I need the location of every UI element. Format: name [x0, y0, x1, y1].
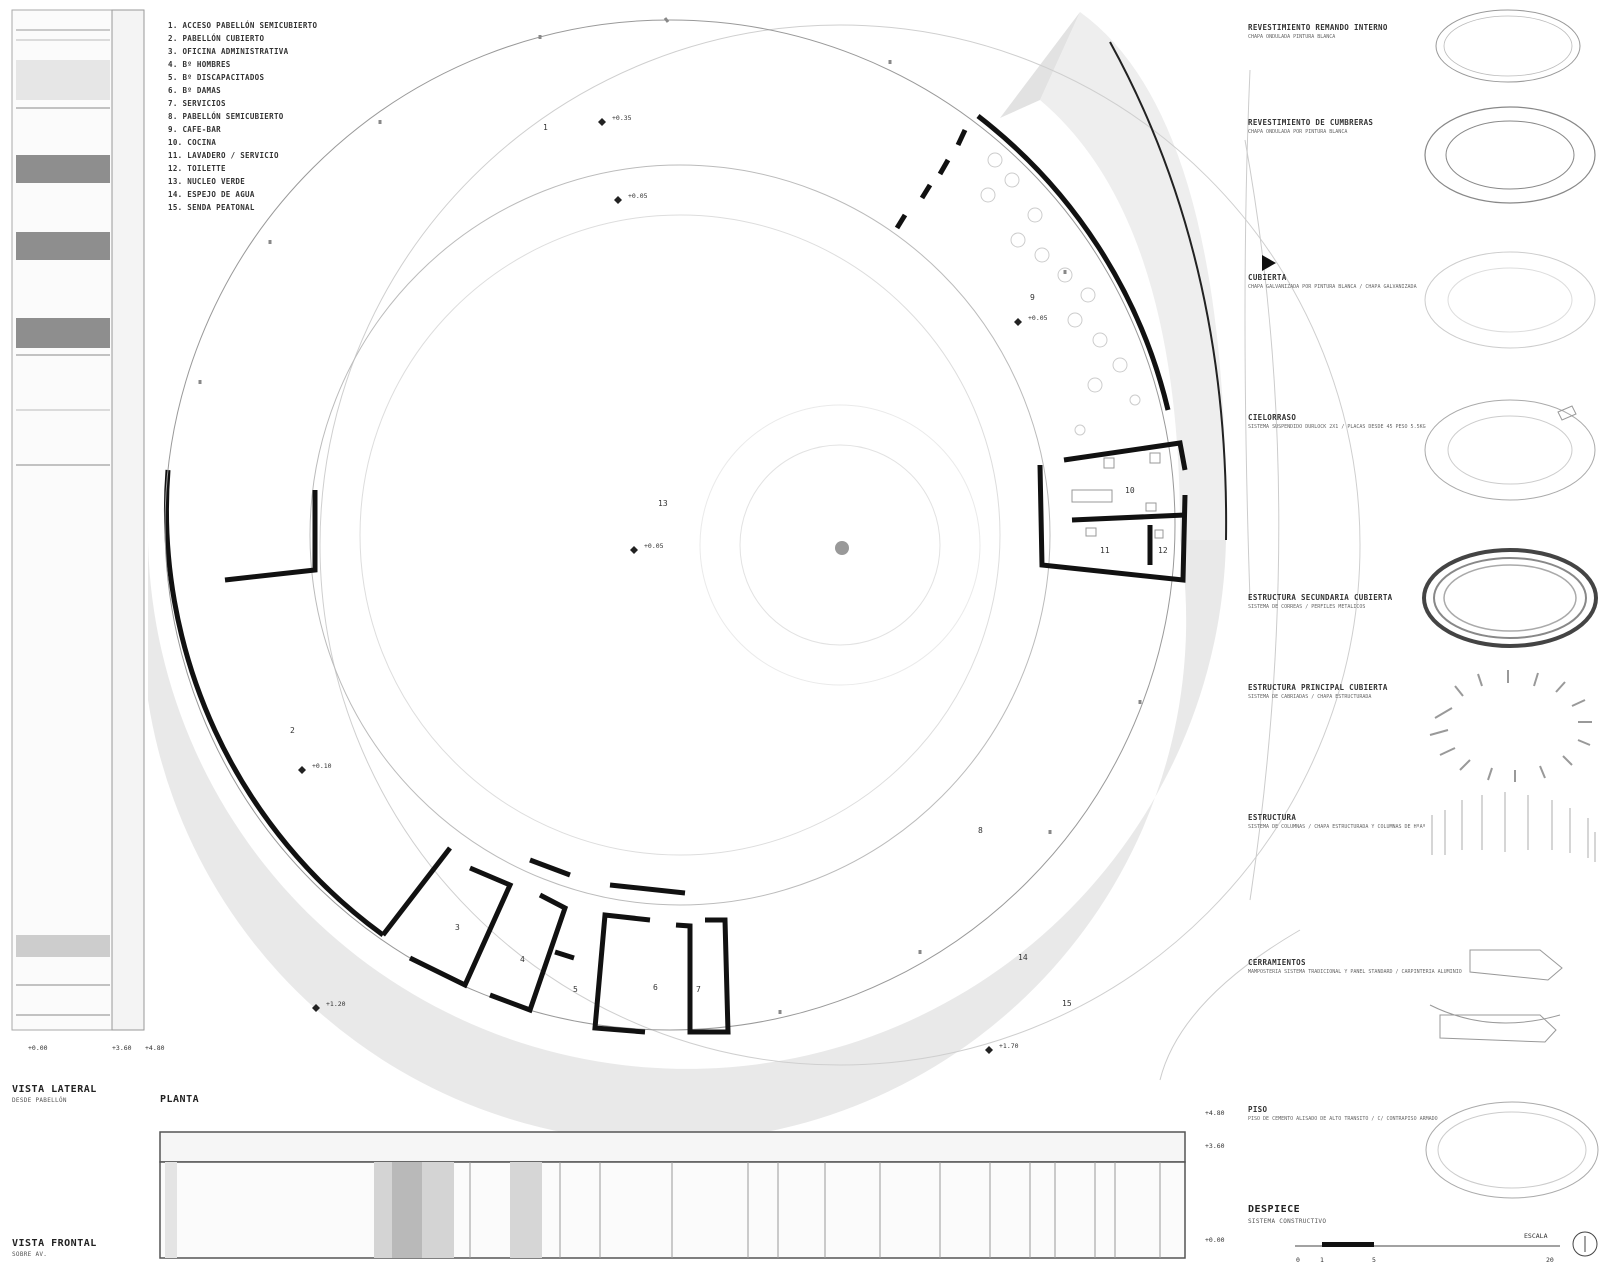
room-number: 6 [653, 983, 658, 992]
exploded-title: DESPIECE [1248, 1204, 1300, 1215]
legend-item: 3. OFICINA ADMINISTRATIVA [168, 47, 289, 56]
exploded-item-title: CIELORRASO [1248, 413, 1296, 422]
level-mark: +1.70 [999, 1042, 1019, 1050]
legend-item: 15. SENDA PEATONAL [168, 203, 255, 212]
exploded-item-note: PISO DE CEMENTO ALISADO DE ALTO TRANSITO… [1248, 1116, 1438, 1122]
exploded-item-title: ESTRUCTURA [1248, 813, 1296, 822]
room-number: 13 [658, 499, 668, 508]
front-elevation-title: VISTA FRONTAL [12, 1238, 97, 1249]
elevation-level: +0.00 [1205, 1236, 1225, 1244]
legend-item: 6. Bº DAMAS [168, 86, 221, 95]
elevation-level: +3.60 [1205, 1142, 1225, 1150]
legend-item: 8. PABELLÓN SEMICUBIERTO [168, 112, 284, 121]
exploded-item-title: CUBIERTA [1248, 273, 1287, 282]
side-elevation-subtitle: DESDE PABELLÓN [12, 1097, 67, 1104]
rafter-ring [1429, 670, 1592, 782]
legend-item: 14. ESPEJO DE AGUA [168, 190, 255, 199]
front-elevation-subtitle: SOBRE AV. [12, 1251, 47, 1258]
exploded-item-note: SISTEMA DE CABRIADAS / CHAPA ESTRUCTURAD… [1248, 694, 1371, 700]
room-number: 10 [1125, 486, 1135, 495]
exploded-view: REVESTIMIENTO REMANDO INTERNO CHAPA ONDU… [1159, 9, 1599, 1225]
enclosure-walls [1429, 949, 1563, 1043]
legend-item: 2. PABELLÓN CUBIERTO [168, 34, 264, 43]
svg-text:+4.80: +4.80 [145, 1044, 165, 1052]
exploded-item-note: CHAPA GALVANIZADA POR PINTURA BLANCA / C… [1248, 284, 1417, 290]
exploded-item-title: ESTRUCTURA SECUNDARIA CUBIERTA [1248, 593, 1393, 602]
room-number: 12 [1158, 546, 1168, 555]
room-number: 2 [290, 726, 295, 735]
room-legend: 1. ACCESO PABELLÓN SEMICUBIERTO 2. PABEL… [168, 21, 317, 212]
room-number: 14 [1018, 953, 1028, 962]
legend-item: 1. ACCESO PABELLÓN SEMICUBIERTO [168, 21, 317, 30]
plan-title: PLANTA [160, 1094, 199, 1105]
level-mark: +0.10 [312, 762, 332, 770]
legend-item: 10. COCINA [168, 138, 216, 147]
scale-label: ESCALA [1524, 1232, 1548, 1240]
level-mark: +0.05 [644, 542, 664, 550]
level-mark: +1.20 [326, 1000, 346, 1008]
svg-text:+0.00: +0.00 [28, 1044, 48, 1052]
scale-tick: 20 [1546, 1256, 1554, 1264]
exploded-item-title: REVESTIMIENTO DE CUMBRERAS [1248, 118, 1373, 127]
exploded-item-title: CERRAMIENTOS [1248, 958, 1306, 967]
room-number: 8 [978, 826, 983, 835]
exploded-item-note: CHAPA ONDULADA POR PINTURA BLANCA [1248, 129, 1347, 135]
exploded-item-note: SISTEMA SUSPENDIDO DURLOCK 2X1 / PLACAS … [1248, 424, 1426, 430]
legend-item: 9. CAFE-BAR [168, 125, 221, 134]
exploded-item-note: SISTEMA DE COLUMNAS / CHAPA ESTRUCTURADA… [1248, 824, 1426, 830]
scale-tick: 1 [1320, 1256, 1324, 1264]
level-mark: +0.05 [1028, 314, 1048, 322]
scale-bar: 0 1 5 20 ESCALA [1295, 1231, 1598, 1264]
exploded-item-note: MAMPOSTERIA SISTEMA TRADICIONAL Y PANEL … [1248, 969, 1462, 975]
exploded-item-title: ESTRUCTURA PRINCIPAL CUBIERTA [1248, 683, 1388, 692]
exploded-item-title: REVESTIMIENTO REMANDO INTERNO [1248, 23, 1388, 32]
legend-item: 4. Bº HOMBRES [168, 60, 231, 69]
side-elevation: +0.00 +3.60 +4.80 VISTA LATERAL DESDE PA… [11, 9, 165, 1104]
floor-plan: +0.35 +0.05 +0.05 +0.05 +0.10 +1.20 +1.7… [147, 12, 1361, 1143]
legend-item: 7. SERVICIOS [168, 99, 226, 108]
room-number: 7 [696, 985, 701, 994]
level-mark: +0.35 [612, 114, 632, 122]
room-number: 3 [455, 923, 460, 932]
legend-item: 13. NUCLEO VERDE [168, 177, 245, 186]
exploded-item-note: CHAPA ONDULADA PINTURA BLANCA [1248, 34, 1335, 40]
level-mark: +0.05 [628, 192, 648, 200]
room-number: 1 [543, 123, 548, 132]
scale-tick: 0 [1296, 1256, 1300, 1264]
legend-item: 11. LAVADERO / SERVICIO [168, 151, 279, 160]
room-number: 11 [1100, 546, 1110, 555]
svg-text:+3.60: +3.60 [112, 1044, 132, 1052]
elevation-level: +4.80 [1205, 1109, 1225, 1117]
exploded-item-title: PISO [1248, 1105, 1267, 1114]
room-number: 4 [520, 955, 525, 964]
room-number: 5 [573, 985, 578, 994]
legend-item: 5. Bº DISCAPACITADOS [168, 73, 264, 82]
room-number: 9 [1030, 293, 1035, 302]
column-ring [1431, 792, 1596, 862]
scale-tick: 5 [1372, 1256, 1376, 1264]
room-number: 15 [1062, 999, 1072, 1008]
front-elevation: +4.80 +3.60 +0.00 VISTA FRONTAL SOBRE AV… [12, 1109, 1225, 1259]
exploded-item-note: SISTEMA DE CORREAS / PERFILES METALICOS [1248, 604, 1365, 610]
legend-item: 12. TOILETTE [168, 164, 226, 173]
north-arrow-icon [1572, 1231, 1598, 1257]
side-elevation-title: VISTA LATERAL [12, 1084, 97, 1095]
exploded-subtitle: SISTEMA CONSTRUCTIVO [1248, 1218, 1326, 1225]
